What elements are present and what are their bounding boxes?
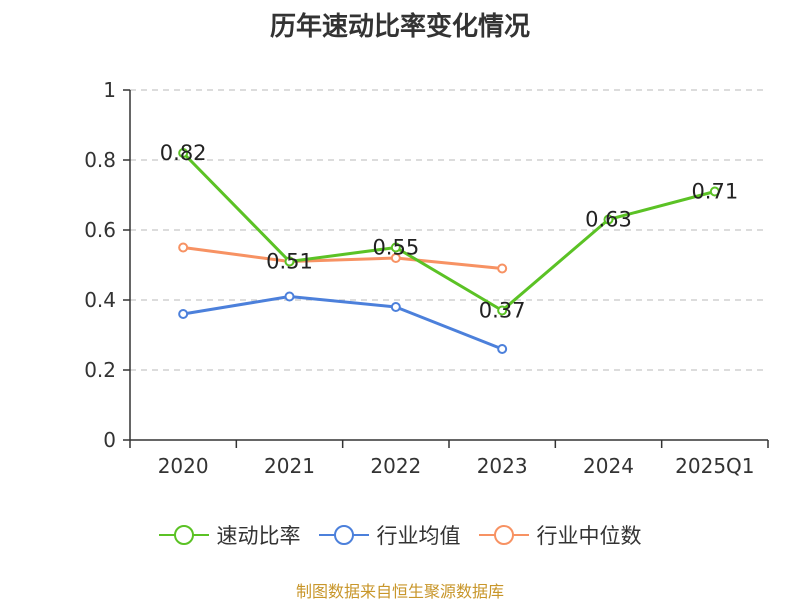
legend-item[interactable]: 行业均值 [318,520,461,550]
legend: 速动比率 行业均值 行业中位数 [0,520,800,550]
source-note: 制图数据来自恒生聚源数据库 [295,582,504,601]
series-line [182,295,503,351]
data-point [390,242,401,253]
data-point [390,302,401,312]
series-line [182,151,716,312]
y-tick-label: 0.2 [84,358,116,382]
legend-item[interactable]: 速动比率 [158,520,301,550]
series-line [182,246,503,270]
legend-label: 行业均值 [376,524,461,548]
legend-item[interactable]: 行业中位数 [478,520,642,550]
data-point [497,263,508,274]
data-point [178,148,189,158]
data-point [497,344,508,354]
grid-layer [130,89,768,371]
legend-swatch-icon [478,523,529,547]
y-tick-label: 0.4 [84,288,116,312]
legend-swatch-icon [318,523,369,547]
data-point [178,309,189,319]
data-label: 0.37 [479,299,526,323]
data-point [284,256,295,267]
x-tick-label: 2025Q1 [675,454,754,478]
x-tick-label: 2020 [158,454,209,478]
x-tick-label: 2022 [370,454,421,478]
y-tick-label: 0.8 [84,148,116,172]
data-label: 0.63 [585,208,632,232]
y-tick-label: 0.6 [84,218,116,242]
x-tick-label: 2021 [264,454,315,478]
axis-layer: 0 0.2 0.4 0.6 0.8 1 2020 2021 2022 2023 2024 2025Q1 [84,78,769,478]
data-point [178,242,189,253]
data-label-layer: 0.82 0.51 0.55 0.37 0.63 0.71 [160,141,738,323]
data-label: 0.71 [691,180,738,204]
data-point [603,214,614,225]
x-tick-label: 2023 [477,454,528,478]
legend-label: 行业中位数 [536,524,642,548]
legend-label: 速动比率 [216,524,301,548]
data-point [497,305,508,316]
y-tick-label: 1 [103,78,116,102]
data-label: 0.51 [266,250,313,274]
series-layer [178,148,720,354]
chart-title: 历年速动比率变化情况 [269,12,530,42]
y-tick-label: 0 [103,428,116,452]
data-point [390,253,401,263]
legend-swatch-icon [158,523,209,547]
data-point [284,291,295,302]
data-label: 0.55 [372,236,419,260]
data-point [709,186,720,197]
x-tick-label: 2024 [583,454,634,478]
data-label: 0.82 [160,141,207,165]
